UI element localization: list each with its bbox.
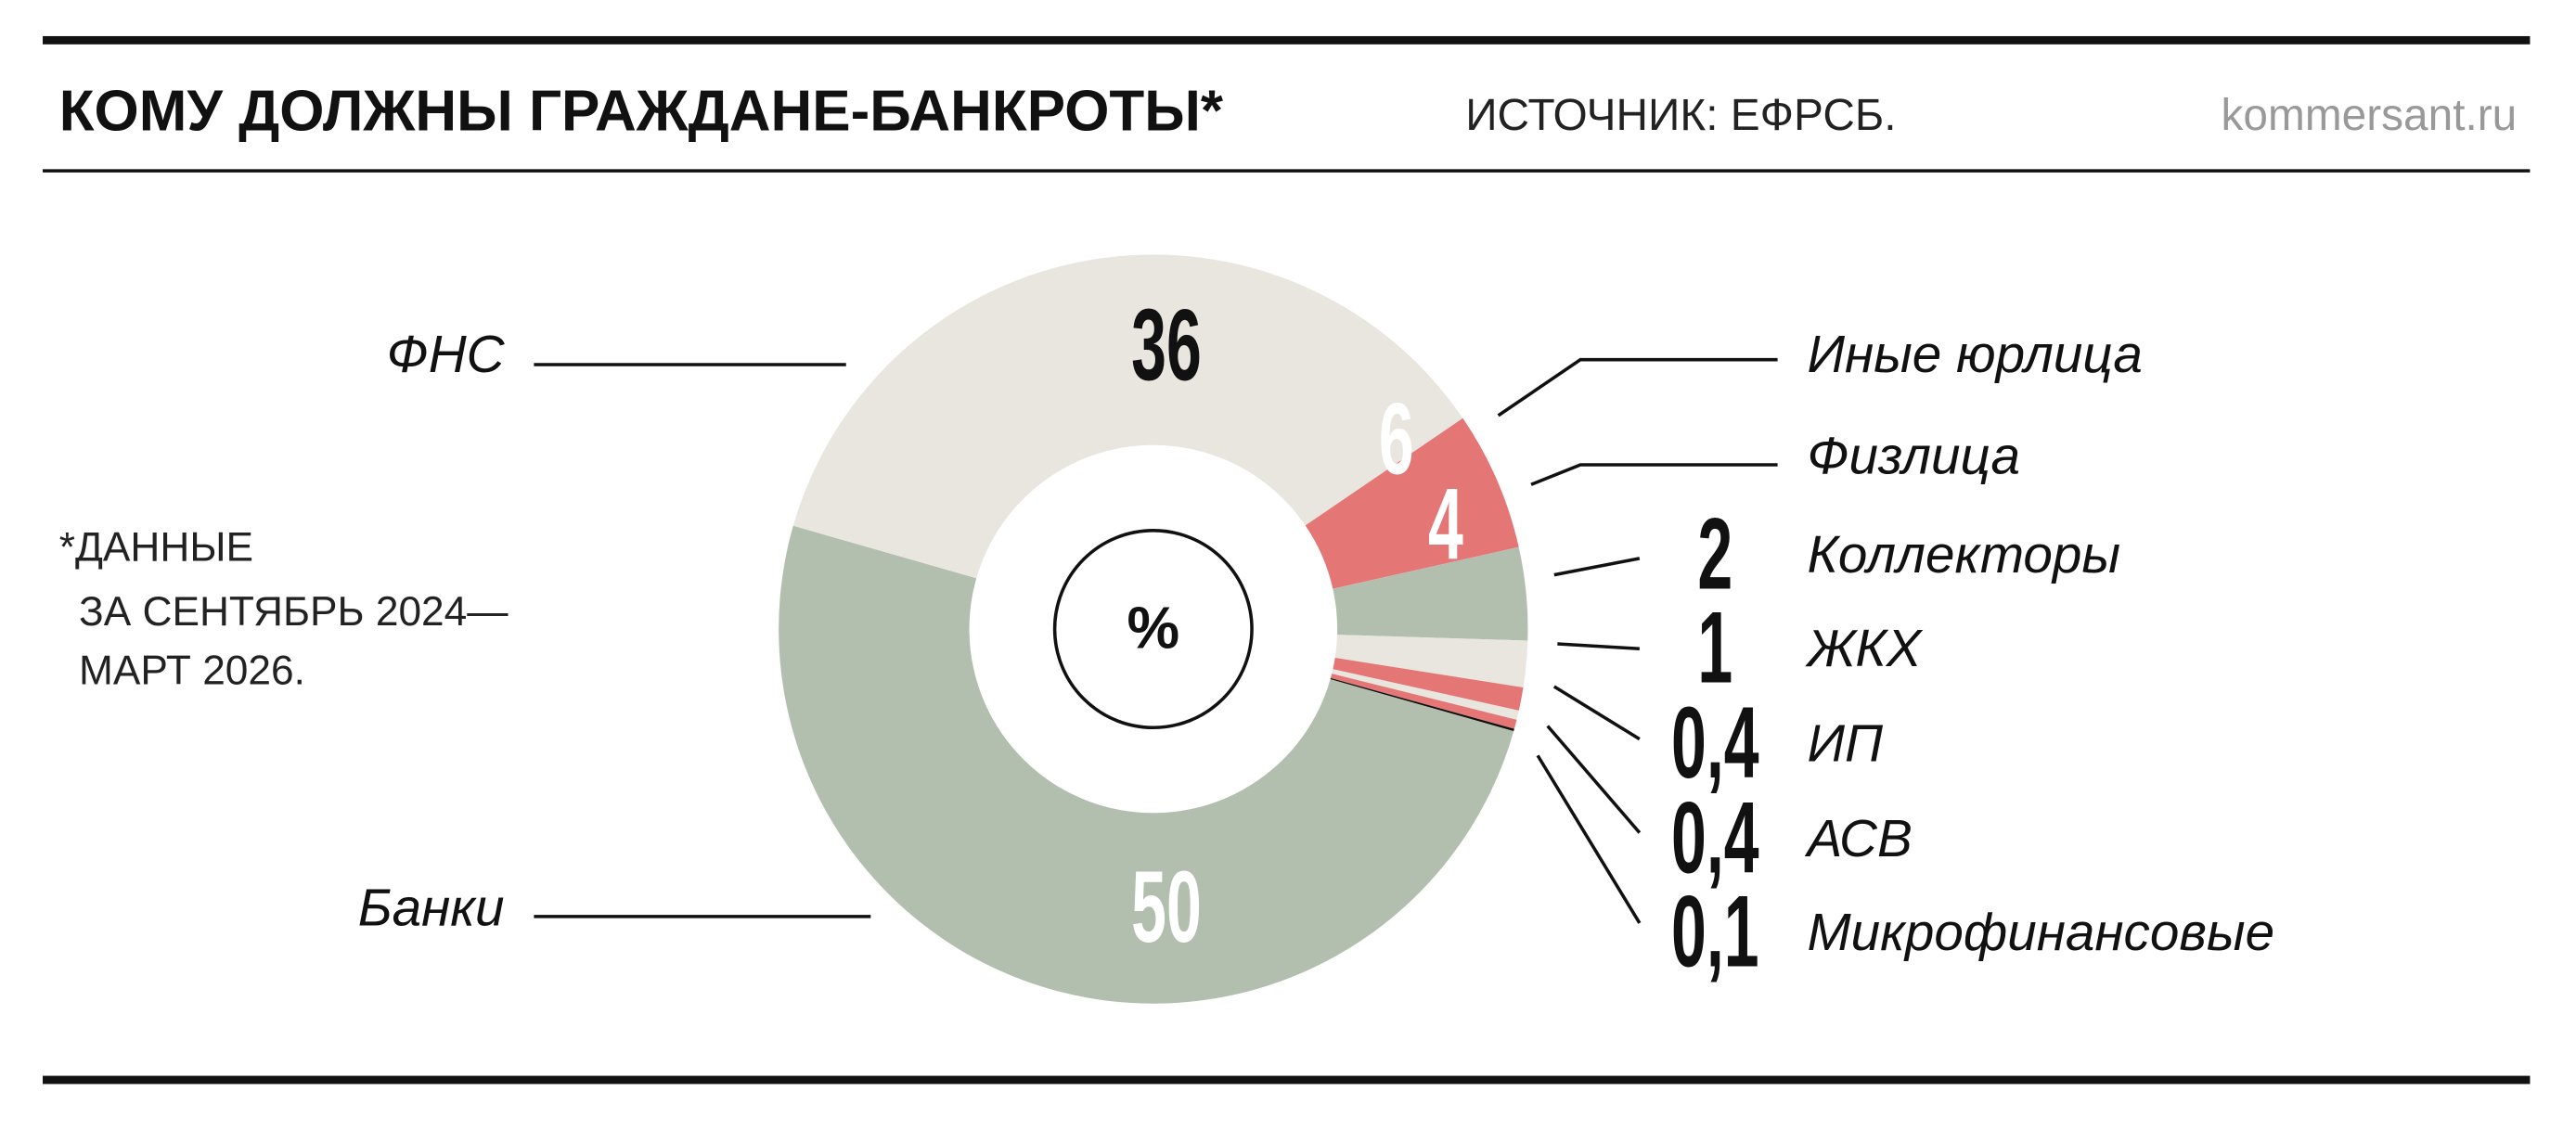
slice [1333, 546, 1528, 641]
note: МАРТ 2026. [79, 648, 305, 694]
slice [1305, 417, 1519, 589]
leader [1557, 642, 1640, 651]
category-label: АСВ [1804, 810, 1912, 868]
value-label: 0,4 [1671, 686, 1759, 800]
category-label: ФНС [387, 326, 506, 384]
category-label: Коллекторы [1807, 526, 2120, 584]
source: ИСТОЧНИК: ЕФРСБ. [1465, 91, 1896, 140]
slice [1334, 635, 1528, 687]
category-label: Микрофинансовые [1807, 904, 2274, 962]
value-label: 2 [1697, 497, 1732, 611]
value-label: 0,1 [1671, 875, 1759, 989]
leader [1497, 357, 1778, 417]
category-label: Иные юрлица [1807, 326, 2142, 384]
slice [792, 254, 1463, 579]
header-rule [43, 169, 2531, 173]
center-ring [1052, 529, 1254, 730]
value-label: 0,4 [1671, 781, 1759, 895]
leader [1552, 685, 1641, 741]
leader [1553, 557, 1641, 577]
slice [1330, 674, 1517, 729]
category-label: ЖКХ [1804, 620, 1923, 678]
leader [1530, 463, 1778, 486]
value-label: 36 [1131, 289, 1202, 403]
top-rule [43, 35, 2531, 45]
unit: % [1127, 594, 1179, 661]
leader [1546, 725, 1642, 834]
note: ЗА СЕНТЯБРЬ 2024— [79, 589, 509, 635]
leader [1536, 754, 1642, 924]
value-label: 6 [1379, 382, 1414, 496]
slice [1330, 677, 1514, 732]
category-label: Физлица [1807, 428, 2020, 486]
slice [779, 525, 1514, 1004]
bottom-rule [43, 1075, 2531, 1085]
slice [1332, 669, 1519, 720]
value-label: 50 [1131, 851, 1202, 965]
value-label: 4 [1428, 468, 1463, 582]
site: kommersant.ru [2222, 91, 2518, 140]
note: *ДАННЫЕ [59, 525, 253, 571]
chart-title: КОМУ ДОЛЖНЫ ГРАЖДАНЕ-БАНКРОТЫ* [59, 79, 1224, 143]
category-label: Банки [358, 880, 505, 938]
value-label: 1 [1697, 591, 1732, 705]
category-label: ИП [1807, 714, 1884, 773]
slice [1333, 657, 1524, 711]
